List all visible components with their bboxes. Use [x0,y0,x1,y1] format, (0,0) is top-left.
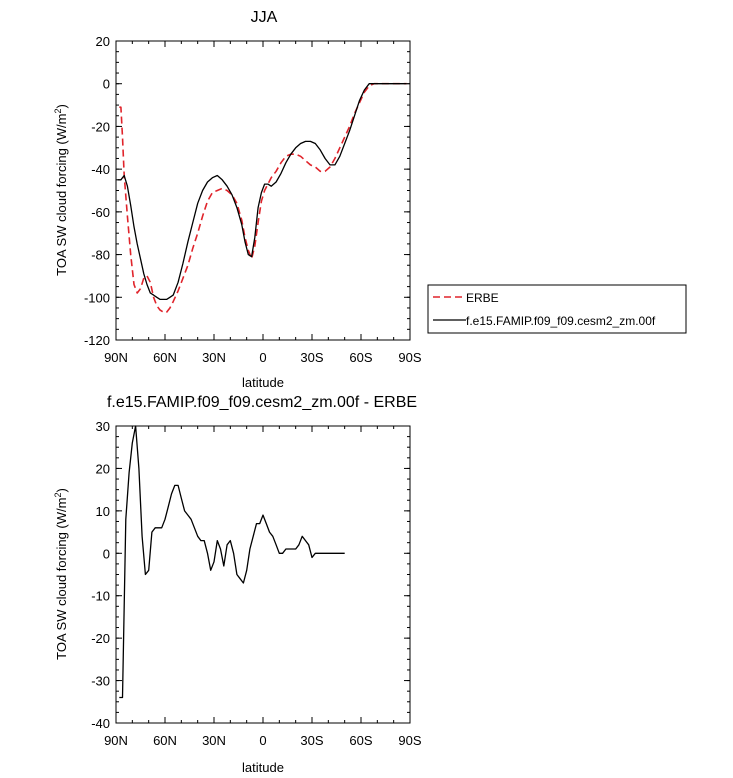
legend-label-erbe: ERBE [466,291,499,305]
y-tick-label: -40 [91,162,110,177]
y-tick-label: -30 [91,674,110,689]
top-series-line-1 [117,83,407,301]
x-tick-label: 90N [104,350,128,365]
y-tick-label: 0 [103,546,110,561]
top-chart-title: JJA [251,9,278,26]
x-tick-label: 0 [259,733,266,748]
y-tick-label: -100 [84,290,110,305]
x-tick-label: 60S [349,733,372,748]
x-tick-label: 60N [153,350,177,365]
bottom-chart-y-axis-label: TOA SW cloud forcing (W/m2) [53,488,69,660]
x-tick-label: 30N [202,733,226,748]
top-chart-x-axis-label: latitude [242,375,284,390]
y-tick-label: 0 [103,77,110,92]
bottom-chart-panel: f.e15.FAMIP.f09_f09.cesm2_zm.00f - ERBE … [53,394,422,775]
x-tick-label: 90S [398,350,421,365]
y-tick-label: 20 [96,461,110,476]
bottom-chart-x-axis-label: latitude [242,760,284,775]
y-tick-label: 10 [96,504,110,519]
bottom-chart-plot-frame [115,425,411,724]
x-tick-label: 60S [349,350,372,365]
x-tick-label: 90S [398,733,421,748]
y-tick-label: -60 [91,205,110,220]
y-tick-label: -80 [91,248,110,263]
x-tick-label: 60N [153,733,177,748]
top-chart-plot-frame [115,40,411,341]
y-tick-label: -20 [91,631,110,646]
x-tick-label: 90N [104,733,128,748]
top-series-line-0 [119,82,407,313]
y-tick-label: -40 [91,716,110,731]
legend: ERBE f.e15.FAMIP.f09_f09.cesm2_zm.00f [427,284,687,334]
y-tick-label: 30 [96,419,110,434]
x-tick-label: 30S [300,733,323,748]
top-chart-panel: JJA 20 0 -20 -40 -60 -80 -100 -120 90N 60N 30N 0 30… [53,9,422,390]
y-tick-label: -20 [91,119,110,134]
legend-box [427,284,687,334]
y-tick-label: -10 [91,589,110,604]
x-tick-label: 30S [300,350,323,365]
y-tick-label: 20 [96,34,110,49]
x-tick-label: 30N [202,350,226,365]
top-chart-y-axis-label: TOA SW cloud forcing (W/m2) [53,104,69,276]
bottom-chart-title: f.e15.FAMIP.f09_f09.cesm2_zm.00f - ERBE [107,394,417,411]
y-tick-label: -120 [84,333,110,348]
x-tick-label: 0 [259,350,266,365]
legend-label-model: f.e15.FAMIP.f09_f09.cesm2_zm.00f [466,314,656,328]
bottom-series-line-0 [119,425,345,699]
